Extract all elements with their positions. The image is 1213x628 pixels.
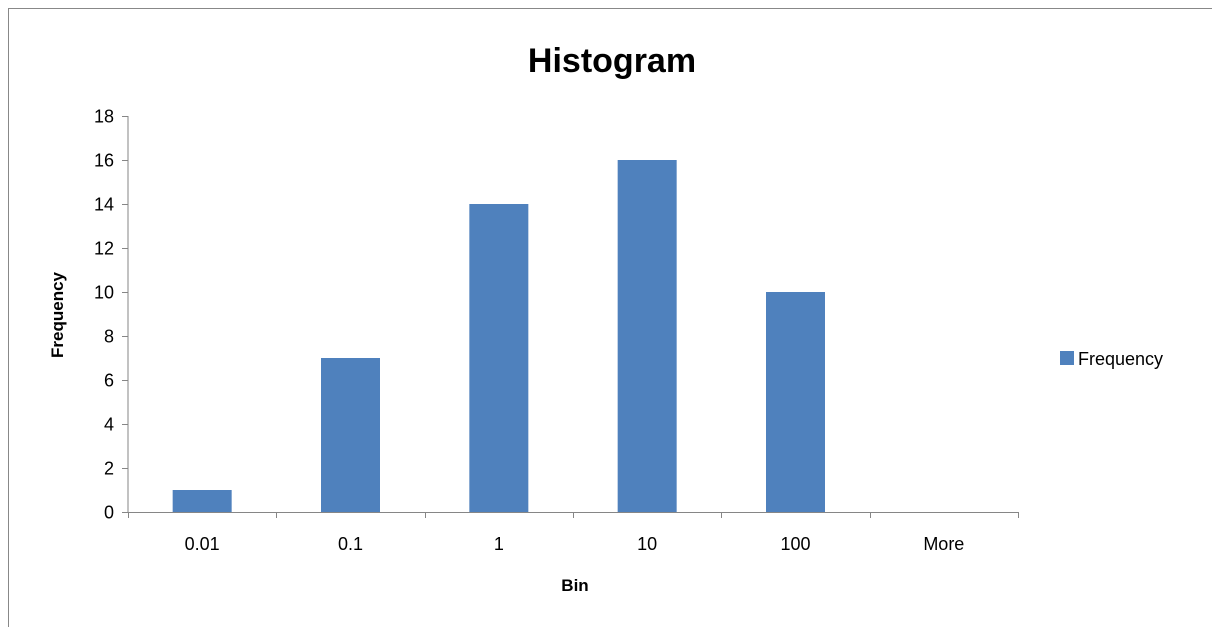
legend-swatch [1060,351,1074,365]
y-tick-label: 4 [104,415,114,435]
x-tick-label: 10 [637,534,657,554]
bar-0.1 [321,358,380,512]
y-tick-label: 2 [104,459,114,479]
chart-frame [8,8,1212,627]
bar-10 [617,160,677,512]
legend-label: Frequency [1078,349,1163,369]
bar-100 [766,292,825,512]
y-tick-label: 10 [94,283,114,303]
y-tick-label: 14 [94,195,114,215]
x-axis: 0.01 0.1 1 10 100 More [128,512,1019,554]
bar-series [172,160,825,512]
bar-0.01 [172,490,232,512]
x-tick-label: 0.1 [338,534,363,554]
y-axis-title: Frequency [48,271,67,358]
x-tick-label: More [923,534,964,554]
x-axis-title: Bin [561,576,588,595]
y-tick-label: 0 [104,503,114,523]
y-axis: 0 2 4 6 8 10 12 14 16 18 [94,107,129,523]
x-tick-label: 0.01 [185,534,220,554]
y-tick-label: 16 [94,151,114,171]
bar-1 [469,204,529,512]
y-tick-label: 12 [94,239,114,259]
x-tick-label: 100 [780,534,810,554]
chart-title: Histogram [528,42,696,80]
y-tick-label: 6 [104,371,114,391]
legend: Frequency [1060,349,1163,369]
x-tick-label: 1 [494,534,504,554]
y-tick-label: 18 [94,107,114,127]
y-tick-label: 8 [104,327,114,347]
